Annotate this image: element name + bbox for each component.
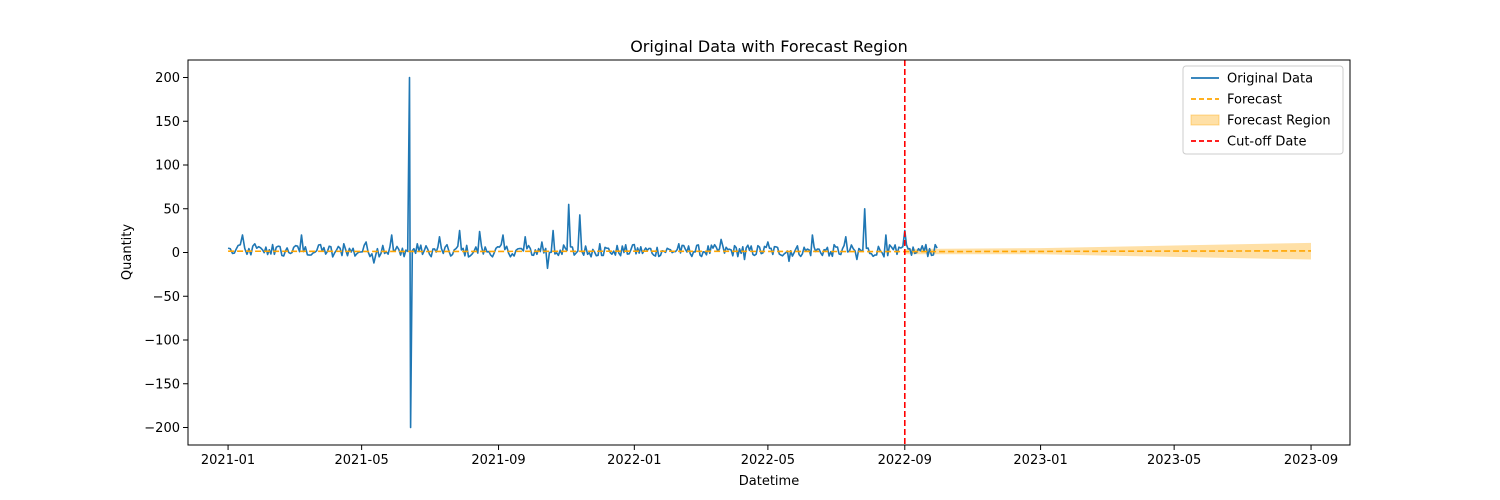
x-axis-label: Datetime xyxy=(739,474,799,489)
legend-label: Original Data xyxy=(1227,72,1313,87)
legend-label: Cut-off Date xyxy=(1227,135,1306,150)
forecast-line xyxy=(228,250,1312,253)
x-tick-label: 2022-09 xyxy=(878,453,932,468)
y-tick-label: −100 xyxy=(144,334,180,349)
legend-label: Forecast Region xyxy=(1227,114,1331,129)
x-tick-label: 2022-01 xyxy=(607,453,661,468)
y-tick-label: 50 xyxy=(163,202,180,217)
y-tick-label: 100 xyxy=(155,159,180,174)
chart-title: Original Data with Forecast Region xyxy=(630,37,908,56)
x-tick-label: 2023-09 xyxy=(1284,453,1338,468)
y-tick-label: −50 xyxy=(153,290,180,305)
legend-label: Forecast xyxy=(1227,93,1282,108)
legend-swatch xyxy=(1190,114,1220,126)
forecast-region-band xyxy=(904,242,1311,260)
y-axis-label: Quantity xyxy=(120,224,135,280)
y-tick-label: 200 xyxy=(155,71,180,86)
legend: Original Data Forecast Forecast Region Cut-… xyxy=(1182,65,1344,155)
x-tick-label: 2023-05 xyxy=(1147,453,1201,468)
y-tick-label: −150 xyxy=(144,377,180,392)
legend-box xyxy=(1182,65,1344,155)
y-tick-label: −200 xyxy=(144,421,180,436)
x-tick-label: 2021-01 xyxy=(201,453,255,468)
y-tick-label: 150 xyxy=(155,115,180,130)
x-tick-label: 2022-05 xyxy=(741,453,795,468)
original-data-line xyxy=(227,76,938,429)
x-tick-label: 2023-01 xyxy=(1013,453,1067,468)
y-tick-label: 0 xyxy=(172,246,180,261)
x-tick-label: 2021-05 xyxy=(334,453,388,468)
x-tick-label: 2021-09 xyxy=(471,453,525,468)
